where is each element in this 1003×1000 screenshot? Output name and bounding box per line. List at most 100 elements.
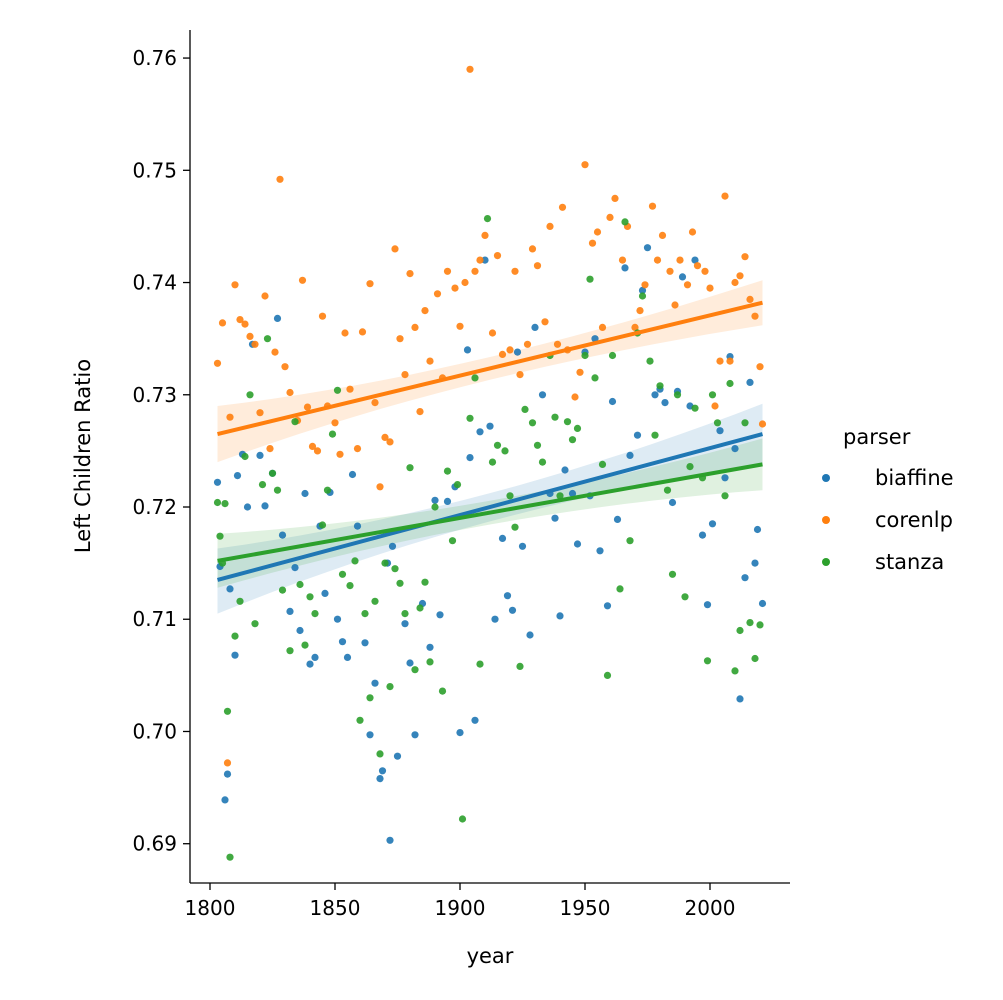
- point-stanza: [726, 379, 734, 388]
- point-stanza: [528, 419, 537, 427]
- point-corenlp: [751, 312, 759, 320]
- point-corenlp: [236, 316, 244, 324]
- point-corenlp: [741, 253, 749, 261]
- point-stanza: [521, 405, 529, 413]
- point-biaffine: [716, 427, 724, 435]
- point-corenlp: [241, 320, 249, 328]
- point-biaffine: [608, 397, 617, 406]
- point-stanza: [361, 610, 369, 618]
- point-stanza: [216, 532, 224, 540]
- point-corenlp: [746, 295, 754, 303]
- point-biaffine: [243, 503, 252, 511]
- point-stanza: [673, 391, 682, 399]
- point-biaffine: [736, 695, 744, 703]
- point-stanza: [493, 441, 502, 449]
- point-stanza: [458, 815, 467, 823]
- point-biaffine: [301, 489, 309, 498]
- x-axis-ticks: 1800 1850 1900 1950 2000: [185, 883, 735, 920]
- point-biaffine: [388, 542, 397, 550]
- confidence-band-corenlp: [217, 280, 763, 463]
- point-stanza: [586, 275, 594, 283]
- point-corenlp: [281, 363, 289, 371]
- point-biaffine: [353, 522, 362, 530]
- point-stanza: [501, 447, 509, 455]
- point-stanza: [626, 537, 634, 545]
- point-stanza: [573, 424, 582, 432]
- point-corenlp: [471, 267, 479, 275]
- point-corenlp: [653, 256, 662, 264]
- point-stanza: [323, 486, 332, 494]
- point-biaffine: [491, 615, 499, 623]
- point-corenlp: [371, 399, 379, 407]
- point-corenlp: [683, 281, 692, 289]
- point-corenlp: [533, 262, 542, 270]
- point-biaffine: [551, 514, 559, 522]
- point-corenlp: [476, 256, 484, 264]
- point-biaffine: [343, 653, 352, 662]
- x-axis-label: year: [467, 944, 514, 968]
- point-corenlp: [286, 388, 294, 397]
- point-corenlp: [541, 318, 549, 326]
- point-corenlp: [636, 307, 644, 315]
- point-stanza: [371, 597, 379, 605]
- point-corenlp: [481, 231, 489, 239]
- point-biaffine: [226, 585, 234, 593]
- point-stanza: [621, 218, 629, 226]
- point-corenlp: [756, 363, 764, 371]
- regression-line-biaffine: [216, 432, 764, 582]
- point-stanza: [471, 374, 479, 382]
- point-corenlp: [511, 267, 519, 275]
- point-biaffine: [333, 615, 342, 623]
- point-biaffine: [456, 729, 464, 737]
- point-corenlp: [706, 284, 714, 292]
- point-corenlp: [588, 239, 597, 247]
- point-corenlp: [758, 420, 767, 428]
- regression-line-stanza: [217, 462, 763, 563]
- legend-marker-stanza: [822, 558, 830, 566]
- point-stanza: [686, 463, 694, 471]
- point-biaffine: [596, 547, 604, 555]
- point-stanza: [376, 750, 384, 758]
- x-tick-label: 1850: [310, 896, 361, 920]
- point-corenlp: [456, 322, 464, 330]
- point-stanza: [591, 374, 599, 382]
- point-stanza: [466, 414, 474, 422]
- point-stanza: [568, 436, 577, 444]
- point-corenlp: [421, 307, 429, 315]
- point-stanza: [551, 413, 559, 421]
- point-biaffine: [273, 314, 282, 322]
- point-stanza: [751, 654, 759, 663]
- point-corenlp: [658, 231, 667, 239]
- point-biaffine: [518, 542, 527, 550]
- y-tick-label: 0.73: [132, 383, 177, 407]
- point-corenlp: [396, 335, 404, 343]
- point-corenlp: [593, 228, 602, 236]
- point-stanza: [663, 486, 672, 494]
- point-stanza: [443, 467, 452, 475]
- point-stanza: [506, 492, 514, 500]
- point-stanza: [301, 641, 309, 649]
- x-tick-label: 1950: [560, 896, 611, 920]
- point-biaffine: [466, 454, 474, 462]
- point-stanza: [241, 452, 249, 461]
- point-stanza: [356, 716, 364, 724]
- point-biaffine: [651, 391, 659, 399]
- point-corenlp: [218, 319, 227, 327]
- point-stanza: [401, 610, 409, 618]
- point-biaffine: [311, 653, 319, 662]
- point-stanza: [251, 620, 259, 628]
- point-corenlp: [571, 393, 579, 401]
- point-corenlp: [506, 346, 514, 354]
- point-biaffine: [376, 775, 384, 783]
- point-biaffine: [626, 451, 634, 459]
- point-corenlp: [528, 245, 537, 253]
- point-stanza: [713, 419, 722, 427]
- point-stanza: [411, 666, 419, 674]
- y-tick-label: 0.74: [132, 271, 177, 295]
- point-corenlp: [451, 284, 459, 292]
- point-corenlp: [266, 445, 274, 453]
- point-biaffine: [476, 428, 484, 436]
- point-stanza: [516, 662, 524, 671]
- point-corenlp: [341, 329, 349, 337]
- point-biaffine: [753, 525, 762, 534]
